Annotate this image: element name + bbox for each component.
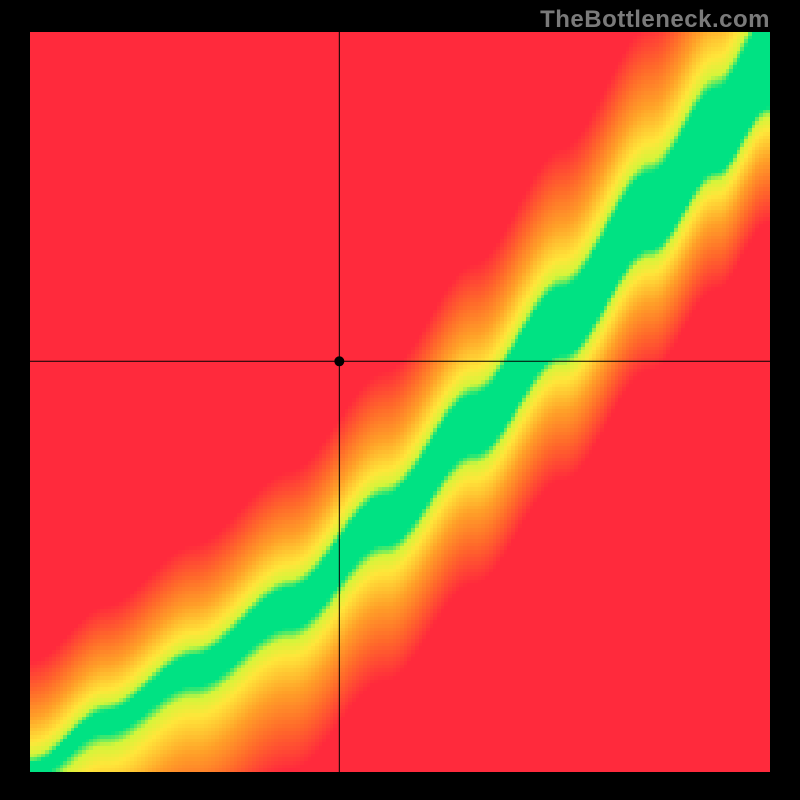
heatmap-canvas (30, 32, 770, 772)
chart-container: { "watermark": "TheBottleneck.com", "wat… (0, 0, 800, 800)
watermark-text: TheBottleneck.com (540, 6, 770, 34)
